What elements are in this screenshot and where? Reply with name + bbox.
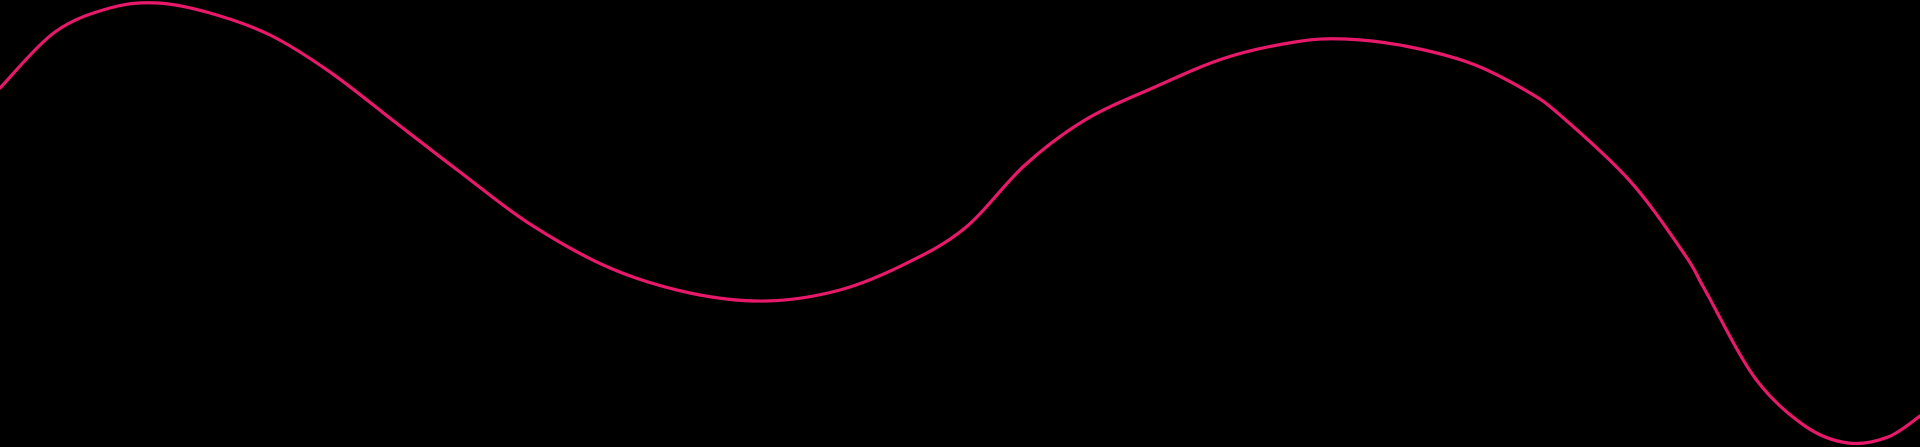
wave-line bbox=[0, 1, 1920, 446]
wave-curve-canvas bbox=[0, 0, 1920, 447]
decorative-wave-chart bbox=[0, 0, 1920, 447]
